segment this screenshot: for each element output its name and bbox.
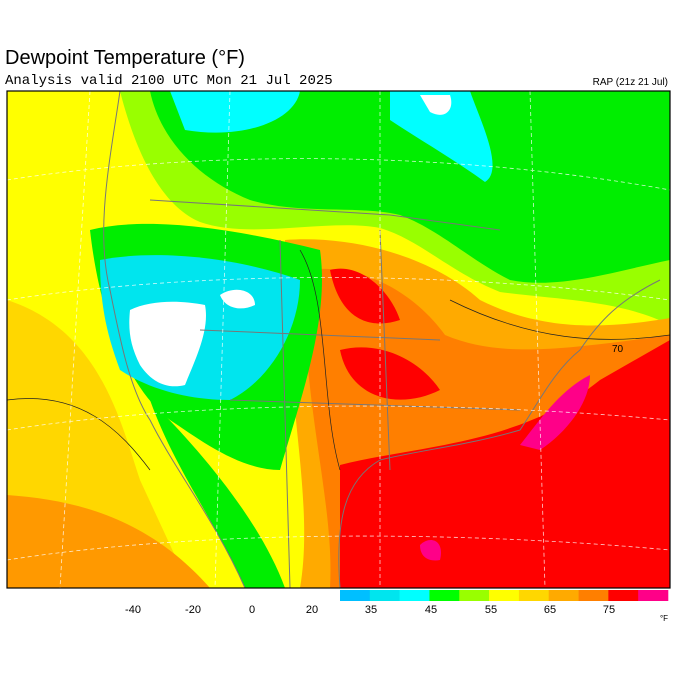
map: 70 bbox=[7, 91, 670, 588]
colorbar-tick-label: -40 bbox=[125, 604, 141, 616]
colorbar-unit: °F bbox=[660, 614, 668, 623]
colorbar-tick-label: 65 bbox=[544, 604, 556, 616]
colorbar-swatch bbox=[429, 590, 460, 601]
field-red bbox=[330, 268, 440, 400]
colorbar-swatch bbox=[548, 590, 579, 601]
field-cyan bbox=[170, 91, 300, 133]
colorbar-tick-label: 75 bbox=[603, 604, 615, 616]
colorbar: -40 -20 0 20 35 45 55 65 75 bbox=[125, 590, 669, 616]
field-cyan bbox=[390, 91, 493, 182]
colorbar-swatch bbox=[578, 590, 609, 601]
colorbar-tick-label: 35 bbox=[365, 604, 377, 616]
colorbar-tick-label: 0 bbox=[249, 604, 255, 616]
field-magenta bbox=[420, 375, 590, 561]
colorbar-swatch bbox=[399, 590, 430, 601]
coastline bbox=[103, 91, 661, 588]
colorbar-tick-label: 20 bbox=[306, 604, 318, 616]
map-frame bbox=[6, 90, 671, 589]
colorbar-swatch bbox=[459, 590, 490, 601]
colorbar-swatch bbox=[608, 590, 639, 601]
field-red bbox=[340, 340, 670, 588]
subtitle: Analysis valid 2100 UTC Mon 21 Jul 2025 bbox=[5, 73, 333, 89]
field-white bbox=[420, 95, 452, 115]
field-white bbox=[129, 289, 255, 387]
title: Dewpoint Temperature (°F) bbox=[5, 47, 245, 69]
colorbar-swatch bbox=[638, 590, 669, 601]
colorbar-swatch bbox=[340, 590, 371, 601]
field-green bbox=[150, 400, 285, 588]
colorbar-swatch bbox=[518, 590, 550, 601]
colorbar-tick-label: -20 bbox=[185, 604, 201, 616]
field-orange bbox=[7, 495, 210, 588]
colorbar-tick-label: 55 bbox=[485, 604, 497, 616]
boundaries bbox=[149, 199, 521, 588]
colorbar-swatch bbox=[369, 590, 400, 601]
graticule bbox=[7, 91, 670, 588]
colorbar-tick-label: 45 bbox=[425, 604, 437, 616]
model-label: RAP (21z 21 Jul) bbox=[593, 77, 668, 88]
contour-line bbox=[7, 249, 670, 471]
contour-label: 70 bbox=[612, 344, 624, 355]
field-green bbox=[150, 91, 670, 283]
colorbar-swatch bbox=[489, 590, 520, 601]
